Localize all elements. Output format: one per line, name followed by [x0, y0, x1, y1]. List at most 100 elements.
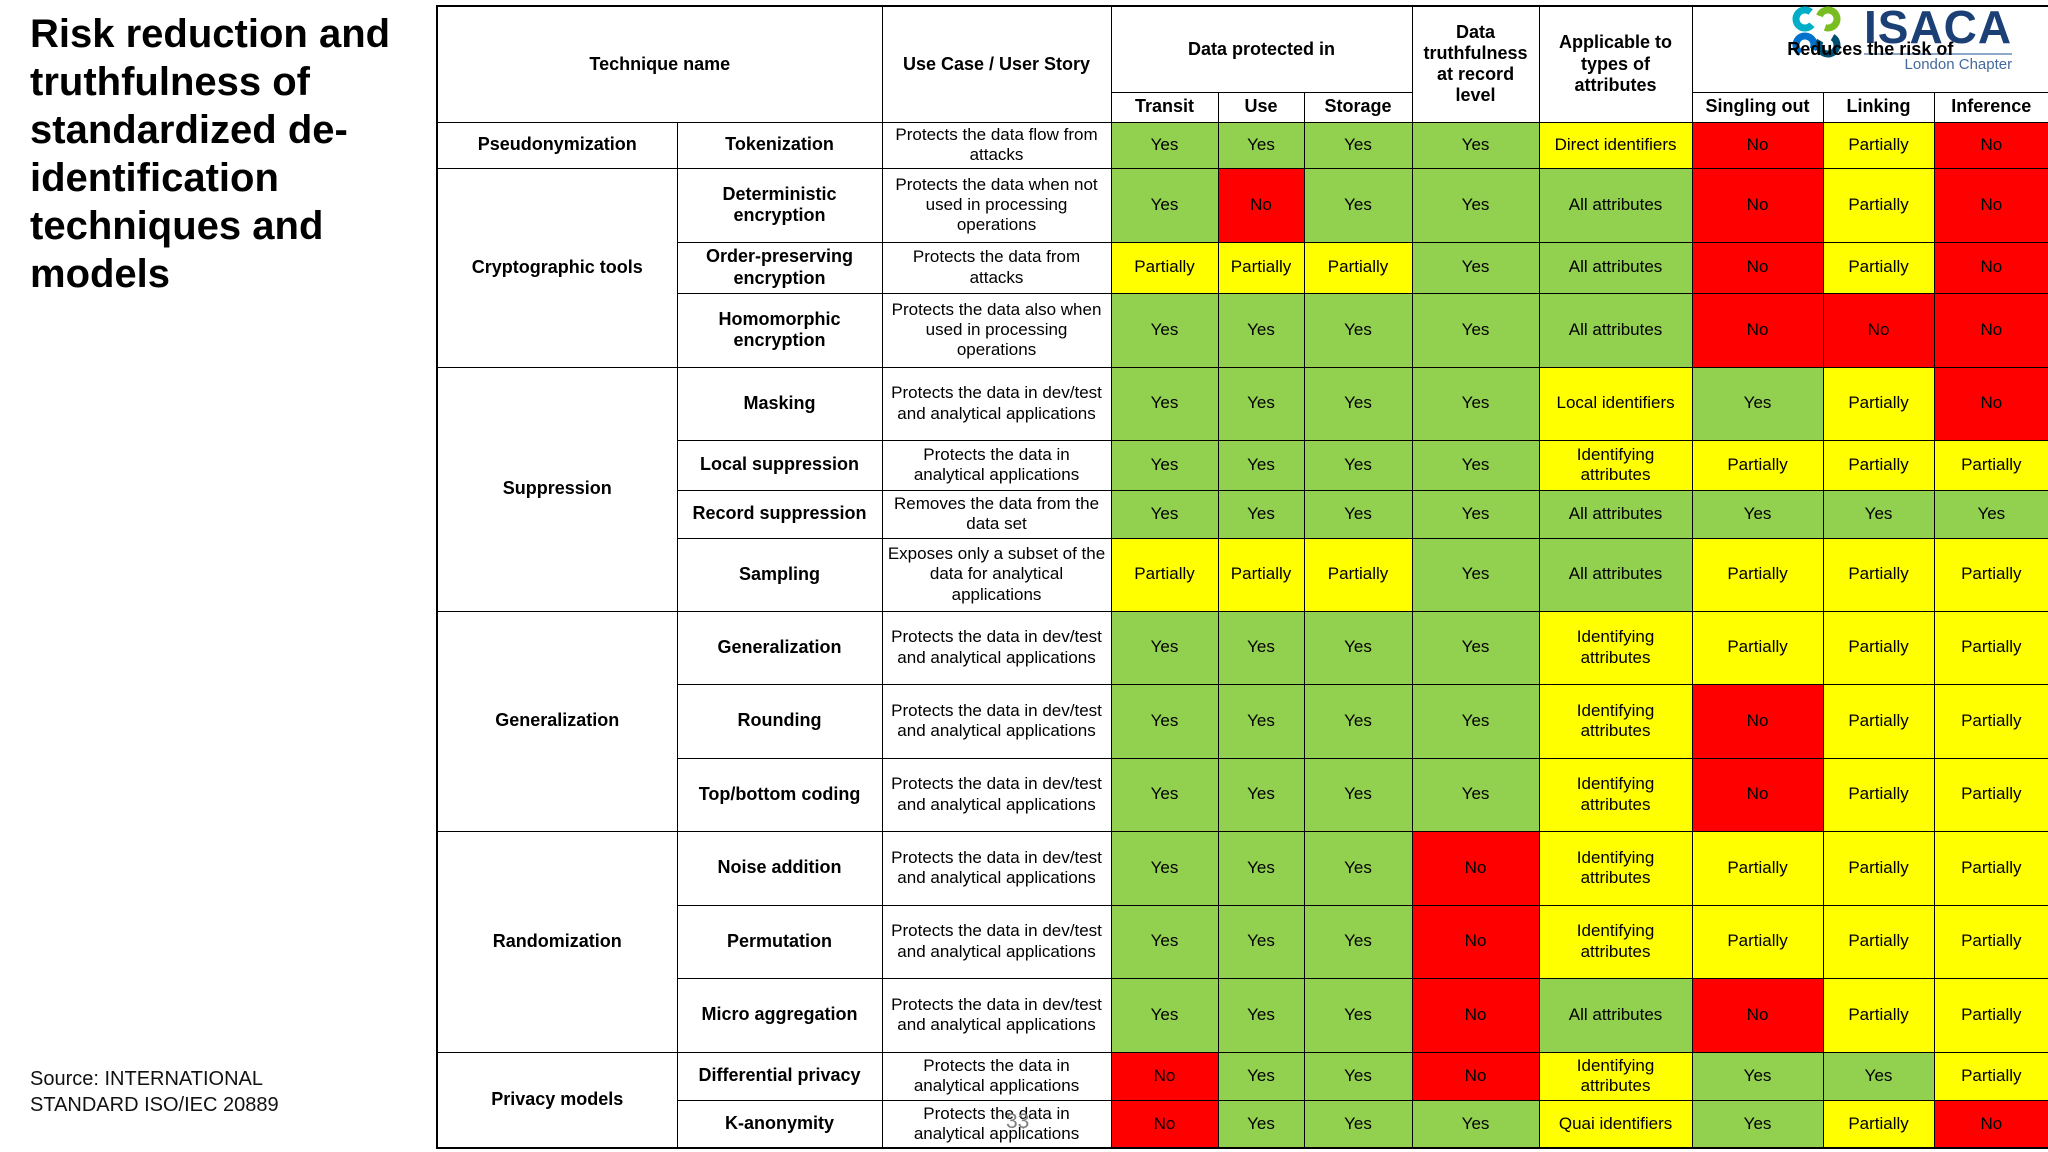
attributes-cell: Direct identifiers — [1538, 121, 1693, 169]
header-transit: Transit — [1110, 91, 1219, 123]
use-case-cell: Protects the data in dev/test and analyt… — [881, 830, 1112, 906]
attributes-cell: Local identifiers — [1538, 366, 1693, 441]
inference-cell: No — [1933, 167, 2048, 243]
technique-cell: Tokenization — [676, 121, 883, 169]
attributes-cell: Identifying attributes — [1538, 830, 1693, 906]
attributes-cell: All attributes — [1538, 977, 1693, 1053]
linking-cell: Partially — [1822, 366, 1935, 441]
use-cell: Yes — [1217, 830, 1305, 906]
header-inference: Inference — [1933, 91, 2048, 123]
use-cell: Yes — [1217, 977, 1305, 1053]
transit-cell: Yes — [1110, 292, 1219, 368]
transit-cell: Yes — [1110, 610, 1219, 685]
isaca-logo-mark — [1792, 6, 1841, 58]
use-cell: Partially — [1217, 241, 1305, 294]
header-truthfulness: Data truthfulness at record level — [1411, 5, 1540, 123]
linking-cell: No — [1822, 292, 1935, 368]
table-row: Suppression Masking Protects the data in d… — [436, 366, 2048, 612]
source-line-1: Source: INTERNATIONAL — [30, 1068, 264, 1090]
category-cell: Pseudonymization — [436, 121, 678, 169]
transit-cell: Yes — [1110, 167, 1219, 243]
linking-cell: Partially — [1822, 830, 1935, 906]
technique-cell: Top/bottom coding — [676, 757, 883, 832]
technique-cell: Rounding — [676, 683, 883, 759]
table-row: Cryptographic tools Deterministic encrypt… — [436, 167, 2048, 368]
truthfulness-cell: Yes — [1411, 167, 1540, 243]
singling-out-cell: Partially — [1691, 830, 1824, 906]
inference-cell: No — [1933, 292, 2048, 368]
header-technique-name-label: Technique name — [589, 53, 731, 74]
truthfulness-cell: Yes — [1411, 489, 1540, 539]
truthfulness-cell: Yes — [1411, 1099, 1540, 1149]
singling-out-cell: No — [1691, 241, 1824, 294]
truthfulness-cell: No — [1411, 830, 1540, 906]
table-row: Pseudonymization Tokenization Protects the… — [436, 121, 2048, 169]
category-cell: Cryptographic tools — [436, 167, 678, 368]
inference-cell: Partially — [1933, 757, 2048, 832]
table-row: Local suppression Protects the data in an… — [437, 439, 2048, 491]
truthfulness-cell: Yes — [1411, 121, 1540, 169]
use-case-cell: Protects the data flow from attacks — [881, 121, 1112, 169]
table-header-row-2: Transit Use Storage Singling out Linking… — [437, 91, 2048, 123]
attributes-cell: Quai identifiers — [1538, 1099, 1693, 1149]
table-row: Record suppression Removes the data from … — [437, 489, 2048, 539]
de-identification-table: Technique name Use Case / User Story Dat… — [436, 5, 2048, 1149]
storage-cell: Yes — [1303, 121, 1413, 169]
header-use-case-label: Use Case / User Story — [902, 53, 1091, 74]
inference-cell: Partially — [1933, 904, 2048, 979]
use-cell: Yes — [1217, 757, 1305, 832]
attributes-cell: Identifying attributes — [1538, 757, 1693, 832]
isaca-wordmark: ISACA — [1864, 1, 2013, 53]
isaca-logo: ISACA London Chapter — [1790, 1, 2013, 73]
table-row: Randomization Noise addition Protects the … — [436, 830, 2048, 1053]
inference-cell: No — [1933, 1099, 2048, 1149]
linking-cell: Yes — [1822, 1051, 1935, 1101]
use-case-cell: Protects the data in dev/test and analyt… — [881, 977, 1112, 1053]
attributes-cell: All attributes — [1538, 292, 1693, 368]
table-row: Order-preserving encryption Protects the … — [437, 241, 2048, 294]
header-storage: Storage — [1303, 91, 1413, 123]
inference-cell: Partially — [1933, 537, 2048, 612]
truthfulness-cell: No — [1411, 1051, 1540, 1101]
use-case-cell: Protects the data from attacks — [881, 241, 1112, 294]
use-case-cell: Removes the data from the data set — [881, 489, 1112, 539]
linking-cell: Partially — [1822, 537, 1935, 612]
inference-cell: Partially — [1933, 610, 2048, 685]
use-case-cell: Protects the data in dev/test and analyt… — [881, 757, 1112, 832]
linking-cell: Partially — [1822, 977, 1935, 1053]
inference-cell: Partially — [1933, 1051, 2048, 1101]
attributes-cell: Identifying attributes — [1538, 439, 1693, 491]
attributes-cell: Identifying attributes — [1538, 683, 1693, 759]
use-case-cell: Protects the data in analytical applicat… — [881, 1099, 1112, 1149]
technique-cell: Permutation — [676, 904, 883, 979]
storage-cell: Yes — [1303, 757, 1413, 832]
inference-cell: No — [1933, 241, 2048, 294]
category-cell: Suppression — [436, 366, 678, 612]
singling-out-cell: No — [1691, 292, 1824, 368]
truthfulness-cell: Yes — [1411, 366, 1540, 441]
table-row: Generalization Generalization Protects the… — [436, 610, 2048, 832]
use-cell: Yes — [1217, 610, 1305, 685]
table-row: Micro aggregation Protects the data in de… — [437, 977, 2048, 1053]
truthfulness-cell: Yes — [1411, 757, 1540, 832]
transit-cell: Yes — [1110, 439, 1219, 491]
technique-cell: Local suppression — [676, 439, 883, 491]
inference-cell: No — [1933, 366, 2048, 441]
inference-cell: Partially — [1933, 830, 2048, 906]
use-case-cell: Protects the data in analytical applicat… — [881, 1051, 1112, 1101]
linking-cell: Yes — [1822, 489, 1935, 539]
transit-cell: Yes — [1110, 830, 1219, 906]
use-case-cell: Protects the data in analytical applicat… — [881, 439, 1112, 491]
storage-cell: Yes — [1303, 167, 1413, 243]
singling-out-cell: No — [1691, 977, 1824, 1053]
use-cell: Yes — [1217, 366, 1305, 441]
table-row: Rounding Protects the data in dev/test an… — [437, 683, 2048, 759]
header-applicable-attributes-label: Applicable to types of attributes — [1559, 32, 1673, 95]
storage-cell: Yes — [1303, 439, 1413, 491]
singling-out-cell: No — [1691, 167, 1824, 243]
storage-cell: Yes — [1303, 366, 1413, 441]
truthfulness-cell: No — [1411, 977, 1540, 1053]
isaca-logo-text: ISACA London Chapter — [1864, 1, 2013, 73]
use-cell: Yes — [1217, 439, 1305, 491]
storage-cell: Yes — [1303, 610, 1413, 685]
